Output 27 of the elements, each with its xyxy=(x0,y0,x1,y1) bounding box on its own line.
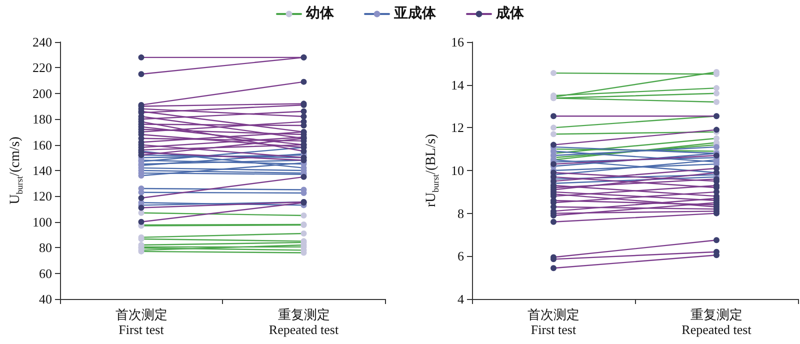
y-tick-label: 200 xyxy=(32,86,52,101)
x-tick-label: 重复测定 Repeated test xyxy=(268,307,339,337)
y-tick-label: 16 xyxy=(451,34,464,50)
y-tick-label: 220 xyxy=(32,60,52,76)
y-tick-label: 100 xyxy=(32,214,52,230)
y-tick-label: 6 xyxy=(458,248,464,264)
y-tick-label: 10 xyxy=(451,163,464,178)
y-axis-title: Uburst/(cm/s) xyxy=(8,136,24,204)
x-tick-label: 首次测定 First test xyxy=(115,307,168,337)
y-tick-label: 180 xyxy=(32,112,52,127)
y-tick-label: 60 xyxy=(39,266,52,281)
y-tick-label: 240 xyxy=(32,34,52,50)
y-tick-label: 120 xyxy=(32,188,52,204)
legend-label: 成体 xyxy=(495,6,525,22)
y-tick-label: 8 xyxy=(458,206,464,221)
y-tick-label: 40 xyxy=(39,292,52,306)
x-tick-label: 重复测定 Repeated test xyxy=(682,307,752,337)
legend-label: 幼体 xyxy=(305,6,335,22)
y-tick-label: 160 xyxy=(32,137,52,152)
y-axis-title: rUburst/(BL/s) xyxy=(424,134,441,208)
x-tick-label: 首次测定 First test xyxy=(528,307,580,337)
y-tick-label: 12 xyxy=(451,120,464,136)
y-tick-label: 80 xyxy=(39,240,52,256)
y-tick-label: 14 xyxy=(451,77,464,92)
y-tick-label: 4 xyxy=(458,292,464,306)
y-tick-label: 140 xyxy=(32,163,52,178)
legend-label: 亚成体 xyxy=(393,6,437,22)
